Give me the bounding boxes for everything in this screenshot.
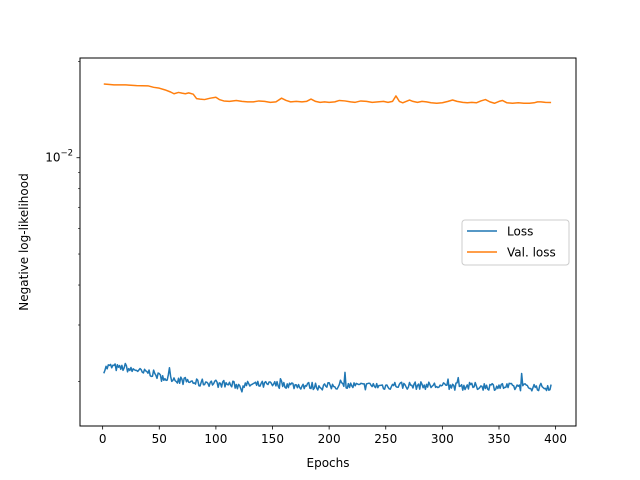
legend-label-val-loss: Val. loss	[507, 246, 556, 260]
legend: Loss Val. loss	[461, 219, 570, 266]
x-tick-label: 150	[261, 432, 284, 446]
x-tick-label: 300	[431, 432, 454, 446]
x-axis-label: Epochs	[307, 456, 350, 470]
y-axis-label: Negative log-likelihood	[17, 173, 31, 310]
x-tick-label: 400	[544, 432, 567, 446]
x-tick-label: 50	[152, 432, 167, 446]
x-axis-ticks: 0 50 100 150 200 250 300 350 400	[99, 426, 567, 446]
x-tick-label: 0	[99, 432, 107, 446]
series-line-val-loss	[103, 83, 552, 105]
y-tick-label: 10−2	[45, 149, 73, 165]
axes-frame	[79, 57, 577, 427]
x-tick-label: 350	[488, 432, 511, 446]
x-tick-label: 250	[374, 432, 397, 446]
x-tick-label: 100	[204, 432, 227, 446]
y-axis-ticks: 10−2	[45, 61, 80, 382]
legend-label-loss: Loss	[507, 225, 533, 239]
x-tick-label: 200	[318, 432, 341, 446]
series-line-loss	[103, 362, 552, 393]
plot-area	[103, 83, 552, 393]
